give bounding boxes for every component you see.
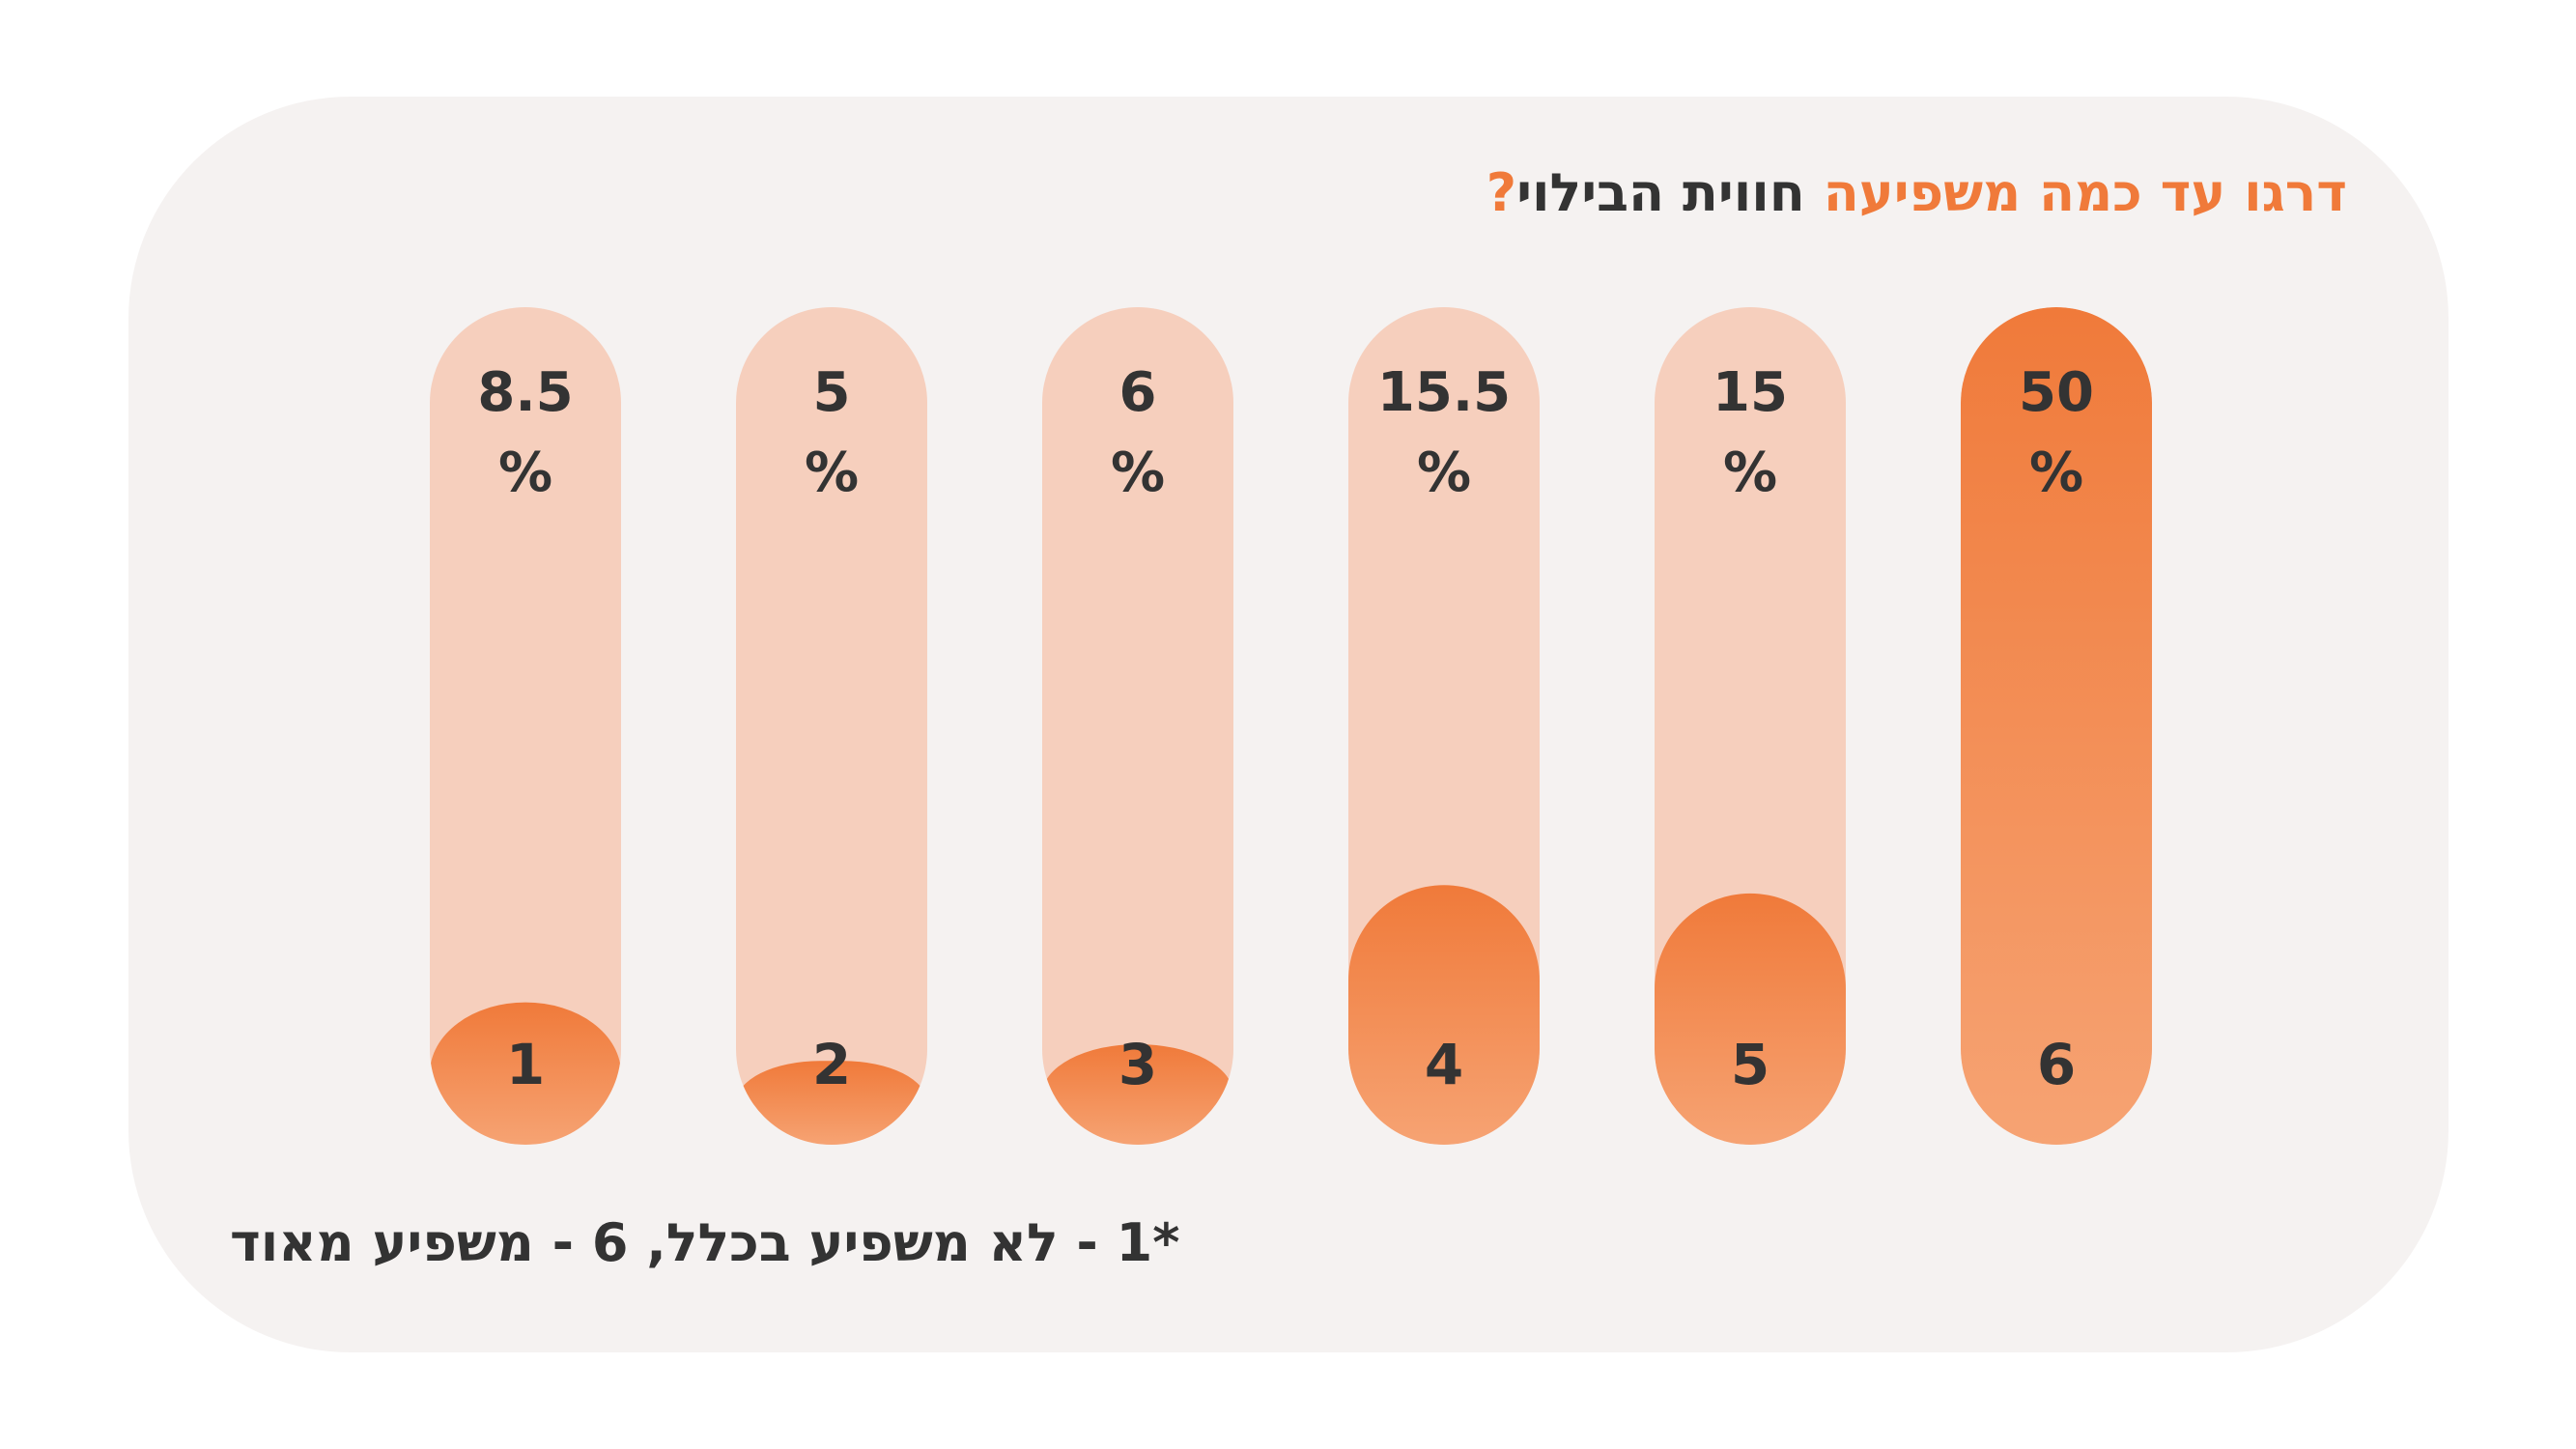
bar-track-3	[1042, 307, 1233, 1145]
bar-fill-1	[430, 1002, 621, 1145]
title-accent: דרגו עד כמה משפיעה	[1823, 162, 2347, 223]
unit-label-3: %	[1111, 441, 1165, 504]
value-label-2: 5	[813, 361, 851, 424]
category-label-5: 5	[1731, 1032, 1769, 1097]
value-label-4: 15.5	[1377, 361, 1511, 424]
category-label-2: 2	[812, 1032, 851, 1097]
category-label-4: 4	[1425, 1032, 1463, 1097]
chart-title: דרגו עד כמה משפיעה חווית הבילוי?	[1486, 162, 2347, 223]
bar-fill-4	[1348, 885, 1540, 1145]
bar-fill-2	[736, 1061, 927, 1145]
value-label-1: 8.5	[477, 361, 573, 424]
bar-fill-5	[1655, 893, 1846, 1145]
value-label-6: 50	[2019, 361, 2094, 424]
unit-label-5: %	[1723, 441, 1777, 504]
title-question-mark: ?	[1486, 162, 1517, 223]
bar-fill-6	[1961, 307, 2152, 1145]
title-plain: חווית הבילוי	[1516, 162, 1824, 223]
category-label-3: 3	[1118, 1032, 1157, 1097]
unit-label-6: %	[2029, 441, 2083, 504]
unit-label-4: %	[1417, 441, 1471, 504]
bar-track-1	[430, 307, 621, 1145]
bar-fill-3	[1042, 1043, 1233, 1145]
bar-track-2	[736, 307, 927, 1145]
category-label-1: 1	[506, 1032, 545, 1097]
value-label-3: 6	[1119, 361, 1157, 424]
value-label-5: 15	[1713, 361, 1788, 424]
category-label-6: 6	[2037, 1032, 2076, 1097]
unit-label-1: %	[498, 441, 552, 504]
scale-footnote: *1 - לא משפיע בכלל, 6 - משפיע מאוד	[230, 1212, 1180, 1273]
unit-label-2: %	[805, 441, 859, 504]
